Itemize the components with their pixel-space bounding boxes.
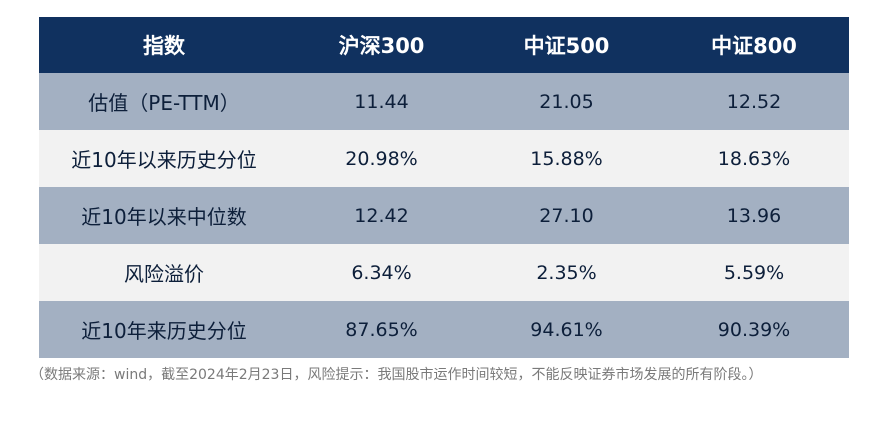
table-cell: 27.10 bbox=[539, 204, 594, 227]
table-cell: 2.35% bbox=[536, 261, 597, 284]
header-cell-zz800: 中证800 bbox=[711, 34, 797, 58]
table-cell: 6.34% bbox=[351, 261, 412, 284]
row-label: 近10年来历史分位 bbox=[81, 319, 247, 343]
table-row: 近10年以来历史分位 20.98% 15.88% 18.63% bbox=[39, 130, 849, 187]
table-cell: 90.39% bbox=[717, 318, 791, 341]
table-cell: 87.65% bbox=[345, 318, 418, 341]
table-cell: 94.61% bbox=[530, 318, 603, 341]
valuation-table-container: 指数 沪深300 中证500 中证800 估值（PE-TTM） 11.44 21… bbox=[39, 17, 849, 358]
header-cell-hs300: 沪深300 bbox=[338, 34, 425, 58]
header-cell-zz500: 中证500 bbox=[523, 34, 610, 58]
source-note: （数据来源：wind，截至2024年2月23日，风险提示：我国股市运作时间较短，… bbox=[30, 367, 763, 383]
table-cell: 11.44 bbox=[354, 90, 409, 113]
row-label: 近10年以来中位数 bbox=[81, 205, 247, 229]
row-label: 估值（PE-TTM） bbox=[88, 91, 240, 115]
table-cell: 21.05 bbox=[539, 90, 594, 113]
table-header-row: 指数 沪深300 中证500 中证800 bbox=[39, 17, 849, 73]
table-cell: 13.96 bbox=[726, 204, 782, 227]
table-cell: 20.98% bbox=[345, 147, 418, 170]
table-row: 估值（PE-TTM） 11.44 21.05 12.52 bbox=[39, 73, 849, 130]
table-cell: 18.63% bbox=[717, 147, 791, 170]
table-row: 近10年来历史分位 87.65% 94.61% 90.39% bbox=[39, 301, 849, 358]
table-cell: 15.88% bbox=[530, 147, 603, 170]
header-cell-index: 指数 bbox=[143, 34, 185, 58]
valuation-table: 指数 沪深300 中证500 中证800 估值（PE-TTM） 11.44 21… bbox=[39, 17, 849, 358]
table-cell: 12.42 bbox=[354, 204, 409, 227]
table-cell: 12.52 bbox=[726, 90, 782, 113]
table-row: 风险溢价 6.34% 2.35% 5.59% bbox=[39, 244, 849, 301]
row-label: 风险溢价 bbox=[124, 262, 204, 286]
table-cell: 5.59% bbox=[723, 261, 785, 284]
row-label: 近10年以来历史分位 bbox=[71, 148, 257, 172]
table-row: 近10年以来中位数 12.42 27.10 13.96 bbox=[39, 187, 849, 244]
